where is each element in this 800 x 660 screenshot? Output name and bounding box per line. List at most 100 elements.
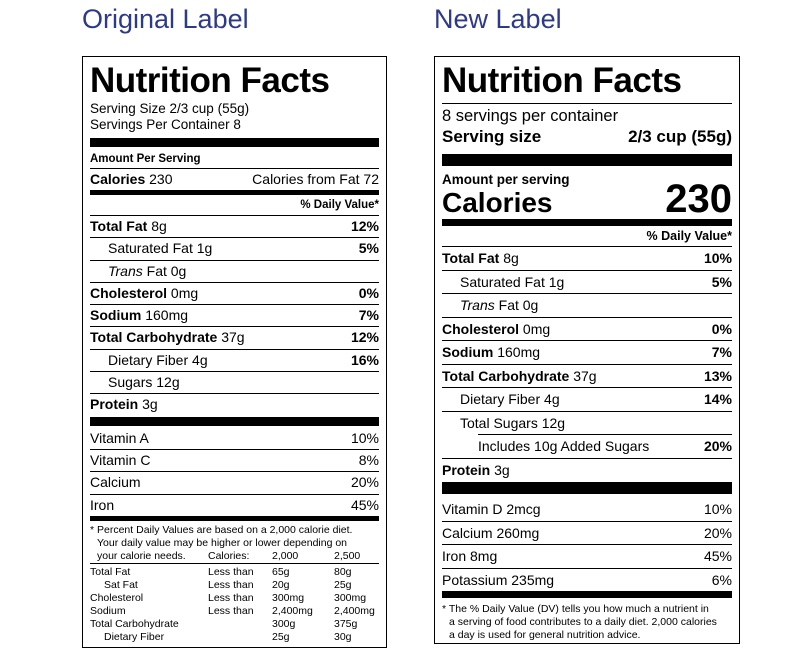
nutrient-amount: 37g <box>573 367 597 384</box>
dv-row-v1: 300mg <box>272 591 305 604</box>
dv-table-row: Sat Fat Less than 20g 25g <box>90 579 379 592</box>
nutrient-name: Total Fat <box>90 218 148 234</box>
calories-label: Calories <box>442 187 553 218</box>
nutrient-name: Cholesterol <box>90 284 168 301</box>
nutrient-name: Total Carbohydrate <box>90 329 218 346</box>
vitamin-name: Vitamin C <box>90 451 151 468</box>
serving-size-row: Serving size 2/3 cup (55g) <box>442 126 732 148</box>
thick-divider <box>90 138 379 147</box>
dv-row-v2: 300mg <box>334 591 367 604</box>
nutrient-name: Saturated Fat <box>460 273 545 290</box>
original-label-heading: Original Label <box>82 4 249 34</box>
vitamin-dv: 6% <box>711 571 732 588</box>
nutrient-name: Sodium <box>442 344 494 360</box>
nutrient-amount: 3g <box>494 461 510 478</box>
dv-row-v2: 375g <box>334 617 358 630</box>
serving-size: Serving Size 2/3 cup (55g) <box>90 101 250 116</box>
amount-per-serving: Amount Per Serving <box>90 153 201 165</box>
dv-row-v1: 25g <box>272 630 290 643</box>
dv-row-v2: 25g <box>334 578 352 591</box>
nutrient-row: Sugars 12g <box>90 371 379 393</box>
vitamin-name: Vitamin D 2mcg <box>442 501 541 517</box>
nutrient-amount: 1g <box>548 273 565 290</box>
new-label-heading: New Label <box>434 4 562 34</box>
vitamin-row: Vitamin C 8% <box>90 448 379 471</box>
dv-table-header: Calories: 2,000 2,500 <box>90 550 379 564</box>
nutrient-row: Protein 3g <box>90 393 379 415</box>
nutrient-amount: Fat 0g <box>146 262 187 279</box>
medium-divider <box>442 591 732 598</box>
nutrient-amount: 0mg <box>522 320 551 337</box>
footnote-line: * Percent Daily Values are based on a 2,… <box>90 523 353 536</box>
nutrient-dv: 0% <box>358 284 379 301</box>
nutrient-name: Total Carbohydrate <box>442 367 570 384</box>
dv-row-qual: Less than <box>208 604 254 617</box>
calories-label: Calories <box>90 171 146 187</box>
dv-table-row: Cholesterol Less than 300mg 300mg <box>90 592 379 605</box>
footnote-line: * The % Daily Value (DV) tells you how m… <box>442 603 709 615</box>
dv-row-v2: 30g <box>334 630 352 643</box>
nutrient-name: Total Sugars <box>460 414 538 431</box>
dv-row-name: Dietary Fiber <box>104 630 165 643</box>
vitamin-name: Iron 8mg <box>442 548 498 564</box>
nutrient-dv: 7% <box>358 307 379 324</box>
dv-table-row: Dietary Fiber 25g 30g <box>90 631 379 644</box>
dv-header-2000: 2,000 <box>272 549 299 562</box>
footnote-line: your calorie needs. <box>97 549 186 562</box>
nutrient-amount: 37g <box>221 329 245 346</box>
dv-row-qual: Less than <box>208 578 254 591</box>
thick-divider <box>90 416 379 426</box>
dv-row-qual: Less than <box>208 565 254 578</box>
nutrient-row: Sodium 160mg 7% <box>442 340 732 364</box>
calories-row: Calories 230 <box>442 177 732 221</box>
nutrient-name: Protein <box>442 461 491 478</box>
calories-from-fat: Calories from Fat 72 <box>252 171 379 187</box>
nutrient-name: Saturated Fat <box>108 240 193 257</box>
nutrient-row: Total Carbohydrate 37g 12% <box>90 326 379 348</box>
dv-header-calories: Calories: <box>208 549 250 562</box>
nutrient-amount: 4g <box>192 351 208 368</box>
nutrient-amount: 1g <box>196 240 213 257</box>
vitamin-dv: 45% <box>350 496 379 513</box>
nutrient-name: Trans <box>460 297 495 313</box>
dv-header-2500: 2,500 <box>334 549 361 562</box>
vitamin-dv: 10% <box>703 501 732 517</box>
nutrient-amount: 160mg <box>497 344 541 360</box>
dv-row-v1: 20g <box>272 578 290 591</box>
nutrient-row: Dietary Fiber 4g 14% <box>442 387 732 411</box>
nutrient-row: Protein 3g <box>442 457 732 482</box>
nutrient-row: Saturated Fat 1g 5% <box>90 237 379 259</box>
nutrient-dv: 5% <box>358 240 379 257</box>
nutrient-name: Dietary Fiber <box>108 351 189 368</box>
nutrient-row: Includes 10g Added Sugars 20% <box>478 434 732 458</box>
daily-value-header: % Daily Value* <box>646 229 732 243</box>
nutrient-amount: 4g <box>544 391 560 407</box>
serving-size-value: 2/3 cup (55g) <box>628 127 732 146</box>
label-title: Nutrition Facts <box>90 61 330 100</box>
footnote: * Percent Daily Values are based on a 2,… <box>90 524 379 563</box>
vitamin-row: Calcium 260mg 20% <box>442 520 732 545</box>
medium-divider <box>442 219 732 226</box>
dv-table-row: Sodium Less than 2,400mg 2,400mg <box>90 605 379 618</box>
nutrient-name: Dietary Fiber <box>460 391 541 407</box>
vitamin-dv: 8% <box>358 451 379 468</box>
dv-table-row: Total Fat Less than 65g 80g <box>90 566 379 579</box>
serving-size-label: Serving size <box>442 127 542 146</box>
nutrient-name: Protein <box>90 396 139 413</box>
dv-row-v1: 300g <box>272 617 296 630</box>
medium-divider <box>90 515 379 521</box>
nutrient-dv: 20% <box>703 438 732 454</box>
nutrient-name: Sugars <box>108 374 153 391</box>
nutrient-row: Total Fat 8g 12% <box>90 215 379 237</box>
nutrient-dv: 12% <box>350 329 379 346</box>
nutrient-dv: 16% <box>350 351 379 368</box>
nutrient-row: Dietary Fiber 4g 16% <box>90 348 379 371</box>
vitamin-name: Calcium <box>90 474 141 491</box>
calories-row: Calories 230 Calories from Fat 72 <box>90 168 379 190</box>
vitamin-row: Calcium 20% <box>90 471 379 493</box>
calories-value: 230 <box>665 177 732 221</box>
dv-row-qual: Less than <box>208 591 254 604</box>
footnote-line: Your daily value may be higher or lower … <box>97 536 348 549</box>
daily-value-table: Calories: 2,000 2,500 Total Fat Less than… <box>90 550 379 644</box>
dv-row-v2: 80g <box>334 565 352 578</box>
